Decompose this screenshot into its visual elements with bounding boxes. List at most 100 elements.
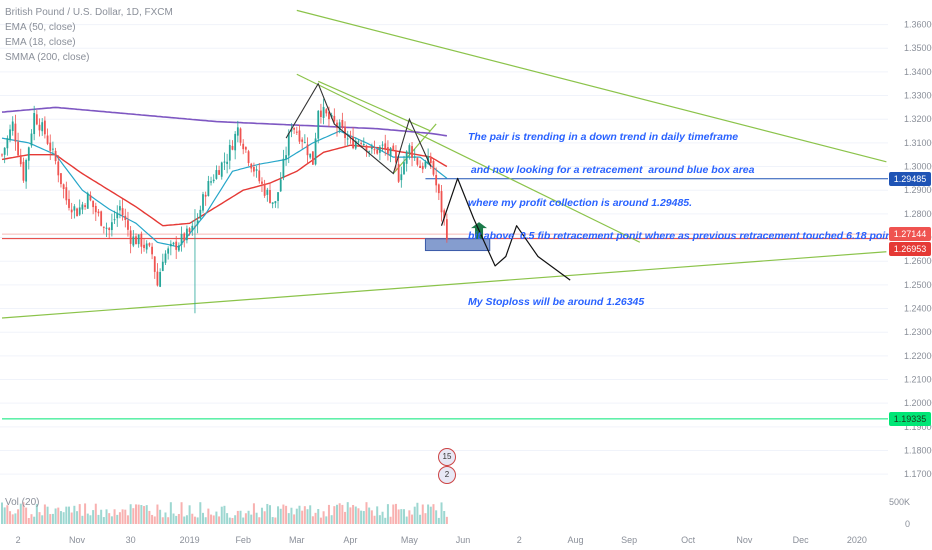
candle-body — [210, 181, 212, 183]
volume-bar — [258, 517, 261, 524]
volume-bar — [293, 514, 296, 524]
volume-bar — [145, 505, 148, 524]
candle-body — [89, 195, 92, 201]
candle-body — [293, 128, 296, 130]
volume-bar — [204, 517, 207, 524]
volume-bar — [54, 508, 57, 524]
volume-bar — [6, 505, 9, 524]
volume-bar — [269, 505, 271, 524]
volume-bar — [424, 513, 427, 524]
candle-body — [403, 162, 405, 175]
volume-bar — [228, 517, 231, 524]
grid-lines — [0, 24, 888, 475]
candle-body — [255, 169, 258, 171]
candle-body — [3, 147, 6, 155]
volume-bar — [27, 517, 30, 524]
price-axis[interactable]: 1.36000 1.35000 1.34000 1.33000 1.32000 1.310… — [904, 20, 932, 480]
volume-bar — [159, 509, 162, 524]
candle-body — [298, 130, 301, 142]
volume-bar — [121, 509, 124, 524]
volume-bar — [317, 509, 320, 524]
price-tick-label: 1.33000 — [904, 91, 932, 101]
indicator-ema50[interactable]: EMA (50, close) — [5, 22, 76, 33]
event-flag-icon[interactable]: 15 — [438, 448, 456, 466]
candle-body — [258, 170, 261, 182]
indicator-ema18[interactable]: EMA (18, close) — [5, 37, 76, 48]
volume-bar — [89, 515, 92, 524]
volume-bar — [303, 506, 306, 524]
candle-body — [25, 159, 28, 182]
volume-bar — [352, 504, 355, 524]
volume-bar — [236, 510, 239, 524]
volume-bar — [65, 506, 68, 524]
volume-bar — [440, 502, 443, 524]
indicator-smma200[interactable]: SMMA (200, close) — [5, 52, 90, 63]
volume-label[interactable]: Vol (20) — [5, 497, 40, 508]
volume-bar — [255, 512, 258, 524]
volume-bar — [191, 513, 194, 524]
candle-body — [191, 225, 194, 231]
candle-body — [325, 109, 328, 114]
time-tick-label: 2020 — [847, 535, 867, 545]
volume-bar — [137, 504, 140, 524]
candle-body — [132, 236, 135, 246]
candle-body — [419, 165, 421, 168]
volume-bar — [94, 503, 97, 524]
volume-bar — [445, 516, 448, 524]
candle-body — [202, 194, 204, 211]
trendlines[interactable] — [1, 9, 887, 319]
volume-bar — [365, 502, 368, 524]
price-tag-target: 1.29485 — [889, 171, 931, 186]
candle-body — [212, 179, 215, 182]
price-tick-label: 1.35000 — [904, 43, 932, 53]
volume-bar — [242, 517, 245, 524]
volume-bar — [14, 513, 17, 524]
candle-body — [303, 142, 306, 144]
volume-bar — [143, 506, 146, 524]
volume-bar — [1, 502, 3, 524]
volume-bar — [416, 502, 419, 524]
volume-bar — [185, 515, 188, 524]
projection-path[interactable] — [285, 82, 571, 281]
volume-bar — [9, 511, 12, 524]
volume-bar — [435, 510, 438, 524]
candle-body — [314, 138, 317, 165]
trendline — [296, 73, 641, 243]
candle-body — [145, 243, 148, 250]
ema50-line — [1, 144, 448, 227]
volume-bar — [277, 506, 280, 524]
candle-body — [263, 183, 266, 196]
event-flag-count: 2 — [444, 470, 450, 479]
candle-body — [306, 144, 309, 156]
volume-bar — [113, 509, 116, 524]
time-axis[interactable]: 2 Nov 30 2019 Feb Mar Apr May Jun 2 Aug Sep Oct Nov De… — [16, 535, 867, 545]
volume-bar — [239, 510, 242, 524]
trendline — [392, 123, 437, 175]
volume-bar — [370, 510, 373, 524]
candle-body — [373, 149, 376, 151]
candle-body — [395, 151, 397, 163]
candle-body — [199, 209, 202, 219]
volume-bar — [172, 513, 175, 524]
volume-bar — [11, 514, 14, 524]
candle-body — [49, 142, 52, 151]
candle-body — [357, 141, 360, 143]
volume-bar — [148, 510, 151, 524]
volume-bar — [285, 505, 288, 524]
analysis-note[interactable]: The pair is trending in a down trend in … — [468, 110, 898, 319]
volume-bar — [234, 515, 237, 524]
volume-bar — [22, 502, 25, 524]
symbol-title[interactable]: British Pound / U.S. Dollar, 1D, FXCM — [5, 7, 173, 18]
candle-body — [180, 233, 183, 245]
volume-bar — [78, 504, 81, 524]
time-tick-label: Oct — [681, 535, 696, 545]
event-flag-icon[interactable]: 2 — [438, 466, 456, 484]
candle-body — [65, 187, 68, 201]
volume-bar — [68, 506, 70, 524]
volume-bar — [164, 512, 167, 524]
volume-bar — [244, 513, 247, 524]
candle-body — [277, 192, 279, 201]
volume-bar — [362, 511, 365, 524]
price-tick-label: 1.28000 — [904, 209, 932, 219]
